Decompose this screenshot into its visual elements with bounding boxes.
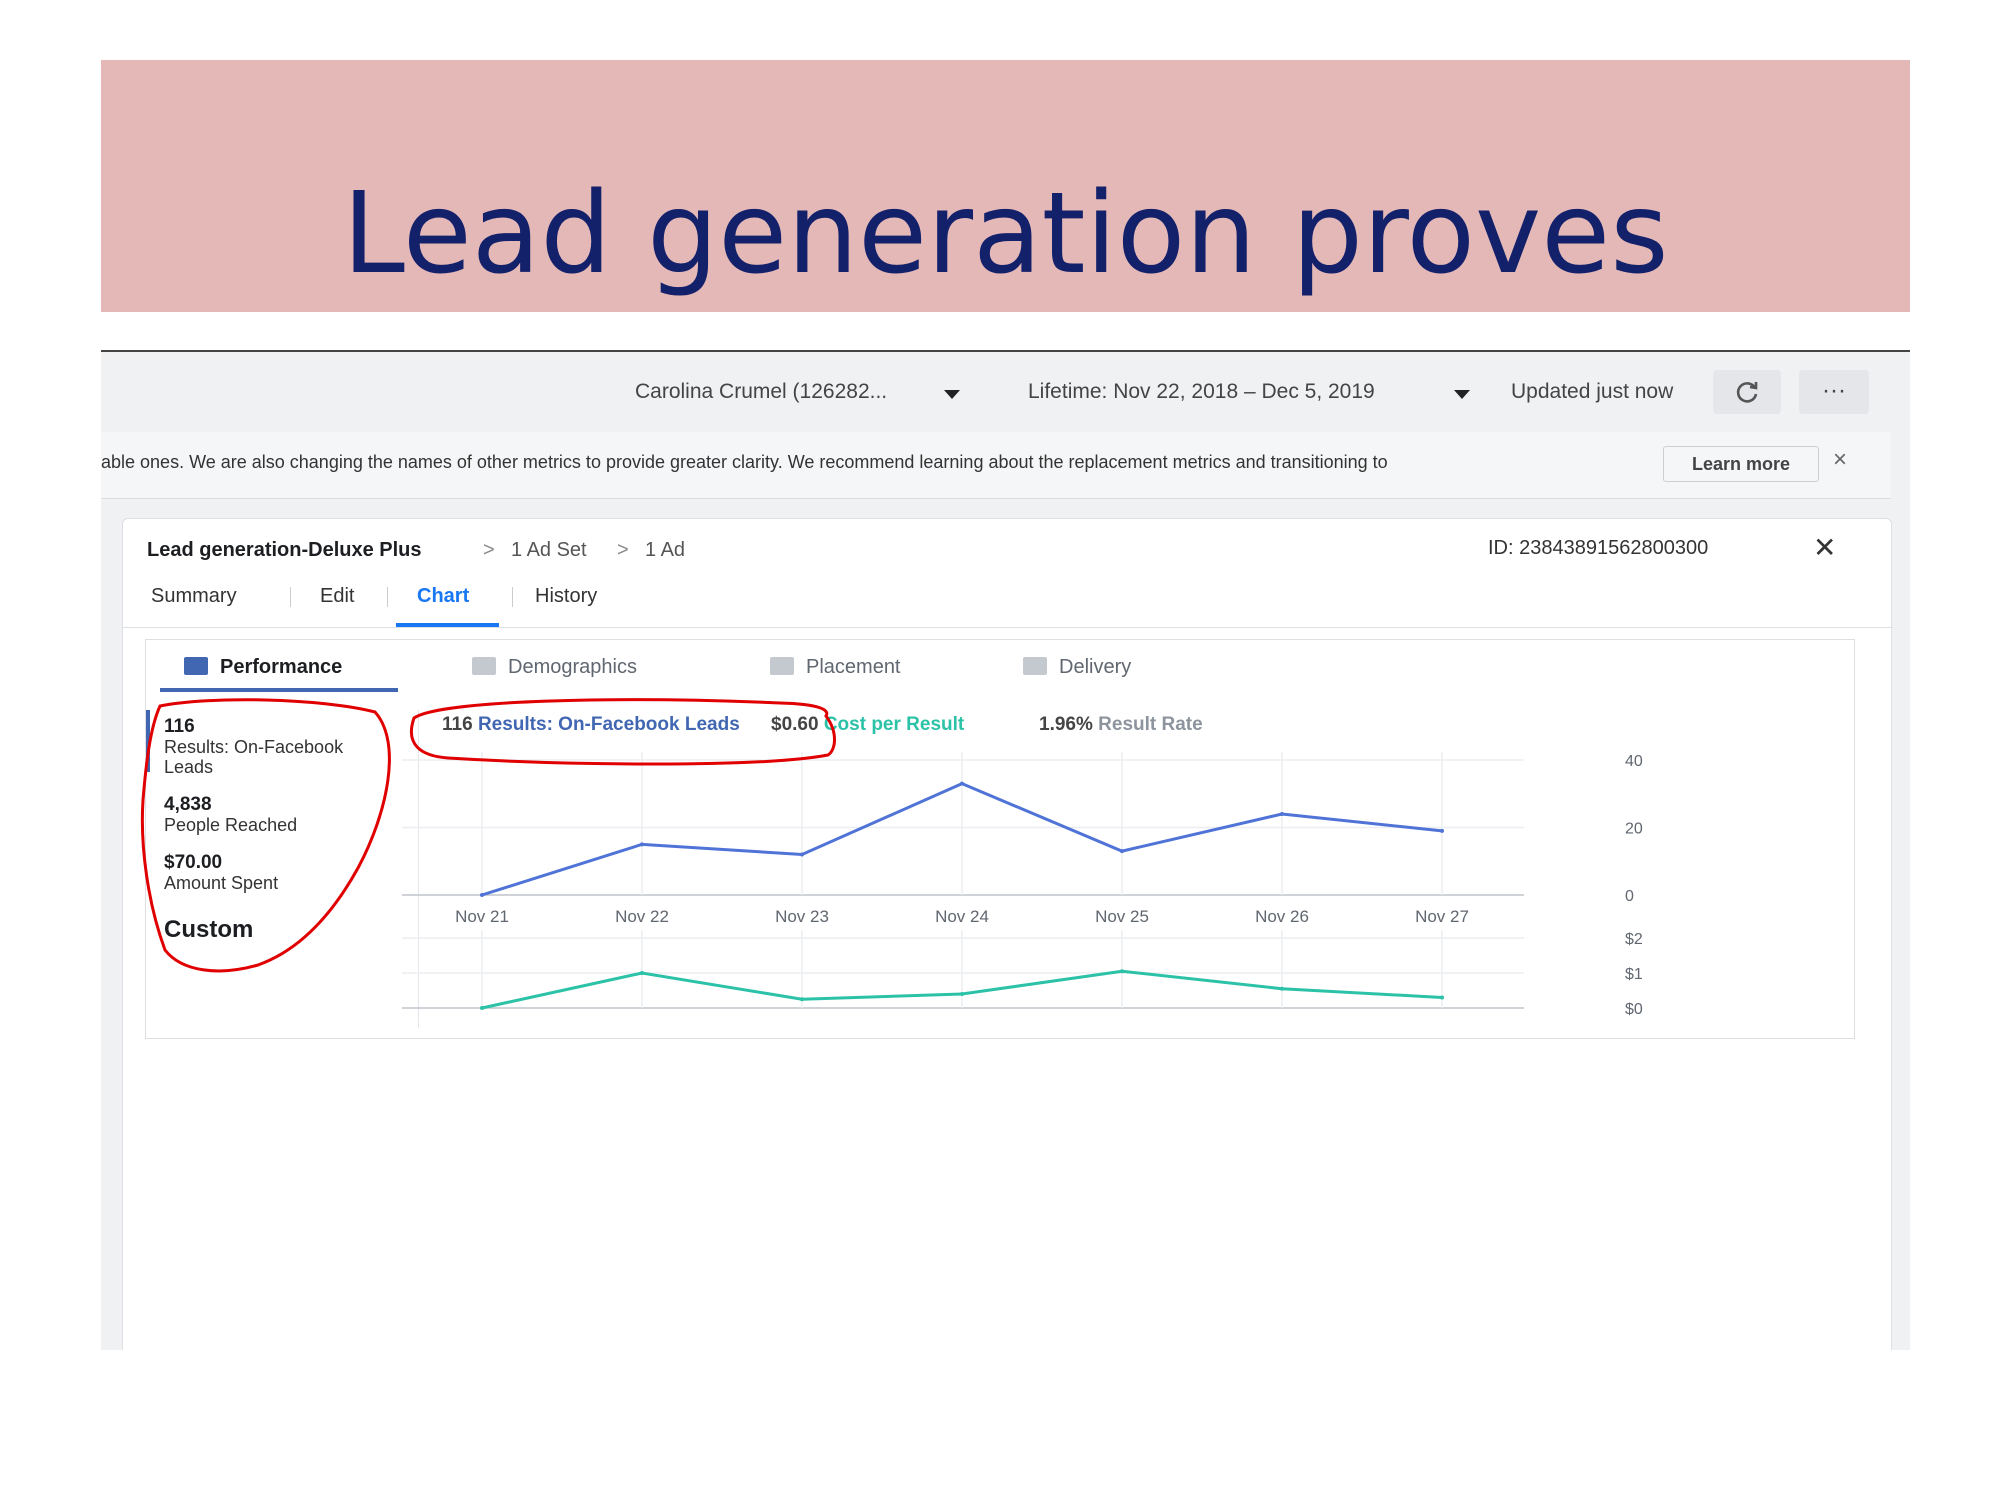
legend-value: 1.96% [1039,714,1093,735]
ad-detail-panel: Lead generation-Deluxe Plus > 1 Ad Set >… [122,518,1892,1350]
tab-history[interactable]: History [535,585,598,607]
data-point [640,971,644,975]
updated-status: Updated just now [1511,380,1674,403]
data-point [800,852,804,857]
data-point [960,992,964,996]
account-dropdown-icon[interactable] [944,390,960,399]
breadcrumb-chevron-icon: > [617,539,629,561]
data-point [1120,969,1124,974]
chart-tab-label: Performance [220,656,343,678]
people-icon [472,657,496,675]
top-bar: Carolina Crumel (126282... Lifetime: Nov… [101,352,1910,430]
x-tick-label: Nov 26 [1255,907,1309,926]
chart-tab-delivery[interactable]: Delivery [1023,656,1131,679]
tab-chart[interactable]: Chart [417,585,470,607]
placement-icon [770,657,794,675]
data-point [480,1006,484,1010]
data-point [960,781,964,786]
y-tick-label: 20 [1625,821,1643,838]
refresh-icon [1736,382,1758,403]
y-tick-label: 0 [1625,888,1634,905]
performance-charts: 40 20 0 Nov 21 Nov 22 Nov 23 Nov 24 Nov 25 Nov 2… [402,752,1643,1018]
chart-tab-label: Delivery [1059,656,1132,678]
active-tab-indicator [396,623,499,627]
chart-tab-label: Demographics [508,656,637,678]
x-tick-label: Nov 24 [935,907,989,926]
tab-divider [290,587,291,607]
x-tick-label: Nov 22 [615,907,669,926]
legend-label: Result Rate [1098,714,1203,735]
data-point [1280,986,1284,991]
y-tick-label: $2 [1625,931,1643,948]
slide-title: Lead generation proves [342,169,1669,299]
divider [418,710,419,1028]
active-chart-tab-indicator [160,688,398,692]
y-tick-label: 40 [1625,753,1643,770]
chart-tab-placement[interactable]: Placement [770,656,901,679]
account-selector[interactable]: Carolina Crumel (126282... [635,380,888,403]
divider [123,627,1891,628]
breadcrumb-ad[interactable]: 1 Ad [645,539,686,561]
ads-manager-screenshot: Carolina Crumel (126282... Lifetime: Nov… [101,350,1910,1350]
data-point [640,842,644,847]
breadcrumb-campaign[interactable]: Lead generation-Deluxe Plus [147,539,422,561]
ad-id: ID: 23843891562800300 [1488,537,1709,559]
x-tick-label: Nov 21 [455,907,509,926]
more-options-button[interactable]: ··· [1799,370,1869,414]
breadcrumb-ad-set[interactable]: 1 Ad Set [511,539,587,561]
tab-divider [387,587,388,607]
learn-more-button[interactable]: Learn more [1663,446,1819,482]
chart-card: Performance Demographics Placement Deliv… [145,639,1855,1039]
bar-chart-icon [184,657,208,675]
data-point [800,997,804,1002]
y-tick-label: $0 [1625,1001,1643,1018]
date-dropdown-icon[interactable] [1454,390,1470,399]
legend-label: Cost per Result [823,714,965,735]
notice-close-icon[interactable]: × [1833,446,1848,473]
chart-tab-demographics[interactable]: Demographics [472,656,637,679]
legend-result-rate: 1.96% Result Rate [1039,714,1203,736]
panel-close-icon[interactable]: ✕ [1813,532,1837,563]
data-point [1280,812,1284,816]
x-tick-label: Nov 25 [1095,907,1149,926]
metrics-notice-banner: able ones. We are also changing the name… [101,432,1891,499]
tab-edit[interactable]: Edit [320,585,355,607]
tab-summary[interactable]: Summary [151,585,237,607]
chart-tab-performance[interactable]: Performance [184,656,342,679]
x-tick-label: Nov 23 [775,907,829,926]
notice-message: able ones. We are also changing the name… [101,452,1388,472]
chart-tab-label: Placement [806,656,901,678]
data-point [1120,849,1124,854]
data-point [480,893,484,897]
date-range-selector[interactable]: Lifetime: Nov 22, 2018 – Dec 5, 2019 [1028,380,1375,403]
slide-title-banner: Lead generation proves [101,60,1910,312]
breadcrumb-chevron-icon: > [483,539,495,561]
delivery-chart-icon [1023,657,1047,675]
data-point [1440,995,1444,1000]
x-tick-label: Nov 27 [1415,907,1469,926]
data-point [1440,828,1444,833]
y-tick-label: $1 [1625,966,1643,983]
refresh-button[interactable] [1713,370,1781,414]
tab-divider [512,587,513,607]
